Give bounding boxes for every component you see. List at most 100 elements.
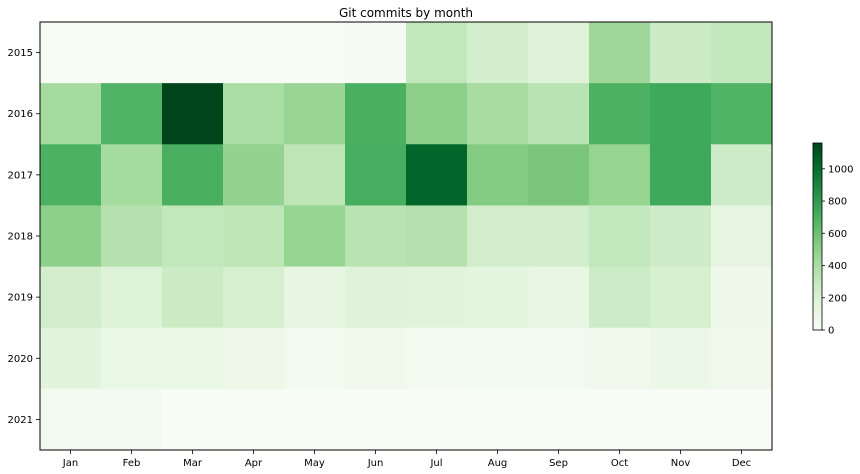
heatmap-cell-2020-oct — [589, 327, 651, 390]
heatmap-cell-2020-nov — [650, 327, 712, 390]
x-tick-label: Mar — [183, 458, 203, 469]
heatmap-cell-2016-feb — [101, 83, 163, 145]
heatmap-cell-2021-sep — [528, 388, 590, 451]
heatmap-cell-2015-oct — [589, 22, 651, 84]
heatmap-cell-2018-jan — [40, 205, 102, 267]
heatmap-cell-2017-feb — [101, 144, 163, 206]
y-tick-label: 2018 — [8, 232, 33, 243]
y-tick-label: 2021 — [8, 415, 33, 426]
heatmap-cell-2018-mar — [162, 205, 224, 267]
heatmap-cell-2017-jan — [40, 144, 102, 206]
heatmap-cell-2020-sep — [528, 327, 590, 390]
heatmap-cell-2020-may — [284, 327, 346, 390]
heatmap-cell-2020-jan — [40, 327, 102, 390]
heatmap-cell-2019-jul — [406, 266, 468, 329]
heatmap-cell-2021-mar — [162, 388, 224, 451]
heatmap-cell-2018-dec — [711, 205, 773, 267]
heatmap-cell-2017-apr — [223, 144, 285, 206]
heatmap-cell-2021-aug — [467, 388, 529, 451]
x-tick-label: Jan — [62, 458, 78, 469]
heatmap-cell-2015-mar — [162, 22, 224, 84]
heatmap-cell-2018-sep — [528, 205, 590, 267]
heatmap-cell-2015-jun — [345, 22, 407, 84]
heatmap-cell-2018-feb — [101, 205, 163, 267]
heatmap-cell-2017-jul — [406, 144, 468, 206]
x-tick-label: Oct — [611, 458, 628, 469]
heatmap-cells — [40, 22, 773, 451]
heatmap-cell-2018-jul — [406, 205, 468, 267]
heatmap-cell-2020-apr — [223, 327, 285, 390]
heatmap-cell-2018-oct — [589, 205, 651, 267]
colorbar-tick-label: 600 — [828, 229, 847, 240]
y-tick-label: 2015 — [8, 48, 33, 59]
heatmap-cell-2016-jun — [345, 83, 407, 145]
heatmap-cell-2015-sep — [528, 22, 590, 84]
heatmap-cell-2017-nov — [650, 144, 712, 206]
heatmap-cell-2021-feb — [101, 388, 163, 451]
heatmap-cell-2017-oct — [589, 144, 651, 206]
heatmap-cell-2015-may — [284, 22, 346, 84]
x-tick-label: Feb — [123, 458, 141, 469]
x-tick-label: Dec — [732, 458, 751, 469]
heatmap-cell-2018-nov — [650, 205, 712, 267]
colorbar-ticks: 0 200 400 600 800 1000 — [822, 164, 853, 337]
heatmap-cell-2015-dec — [711, 22, 773, 84]
heatmap-cell-2015-feb — [101, 22, 163, 84]
heatmap-cell-2016-mar — [162, 83, 224, 145]
heatmap-cell-2016-jul — [406, 83, 468, 145]
colorbar-tick-label: 800 — [828, 197, 847, 208]
heatmap-cell-2015-apr — [223, 22, 285, 84]
heatmap-cell-2020-feb — [101, 327, 163, 390]
heatmap-cell-2017-mar — [162, 144, 224, 206]
x-tick-label: Aug — [488, 458, 508, 469]
heatmap-cell-2021-oct — [589, 388, 651, 451]
heatmap-cell-2018-jun — [345, 205, 407, 267]
heatmap-cell-2020-aug — [467, 327, 529, 390]
y-tick-label: 2020 — [8, 354, 33, 365]
heatmap-cell-2018-may — [284, 205, 346, 267]
heatmap-cell-2019-dec — [711, 266, 773, 329]
heatmap-cell-2016-may — [284, 83, 346, 145]
heatmap-cell-2019-sep — [528, 266, 590, 329]
heatmap-cell-2017-sep — [528, 144, 590, 206]
heatmap-cell-2017-jun — [345, 144, 407, 206]
heatmap-cell-2016-sep — [528, 83, 590, 145]
heatmap-cell-2015-nov — [650, 22, 712, 84]
y-tick-label: 2016 — [8, 109, 33, 120]
heatmap-cell-2015-jan — [40, 22, 102, 84]
x-tick-label: Sep — [549, 458, 568, 469]
heatmap-cell-2021-jun — [345, 388, 407, 451]
heatmap-cell-2020-jul — [406, 327, 468, 390]
y-axis-ticks: 2015 2016 2017 2018 2019 2020 2021 — [8, 48, 40, 426]
heatmap-cell-2017-aug — [467, 144, 529, 206]
colorbar — [812, 142, 823, 331]
heatmap-cell-2018-apr — [223, 205, 285, 267]
heatmap-cell-2016-oct — [589, 83, 651, 145]
heatmap-cell-2019-mar — [162, 266, 224, 329]
heatmap-cell-2020-jun — [345, 327, 407, 390]
heatmap-cell-2020-dec — [711, 327, 773, 390]
heatmap-cell-2015-jul — [406, 22, 468, 84]
x-tick-label: Apr — [245, 458, 263, 469]
heatmap-cell-2021-jan — [40, 388, 102, 451]
heatmap-cell-2021-may — [284, 388, 346, 451]
heatmap-cell-2019-apr — [223, 266, 285, 329]
colorbar-tick-label: 1000 — [828, 164, 853, 175]
x-tick-label: Jul — [429, 458, 442, 469]
heatmap-cell-2019-feb — [101, 266, 163, 329]
x-tick-label: May — [304, 458, 325, 469]
heatmap-cell-2015-aug — [467, 22, 529, 84]
heatmap-cell-2017-may — [284, 144, 346, 206]
heatmap-cell-2021-dec — [711, 388, 773, 451]
heatmap-cell-2019-nov — [650, 266, 712, 329]
heatmap-cell-2016-apr — [223, 83, 285, 145]
heatmap-cell-2016-aug — [467, 83, 529, 145]
heatmap-cell-2016-dec — [711, 83, 773, 145]
heatmap-cell-2019-oct — [589, 266, 651, 329]
colorbar-tick-label: 200 — [828, 293, 847, 304]
colorbar-tick-label: 0 — [828, 326, 834, 337]
heatmap-cell-2019-jan — [40, 266, 102, 329]
y-tick-label: 2017 — [8, 170, 33, 181]
x-tick-label: Nov — [671, 458, 691, 469]
